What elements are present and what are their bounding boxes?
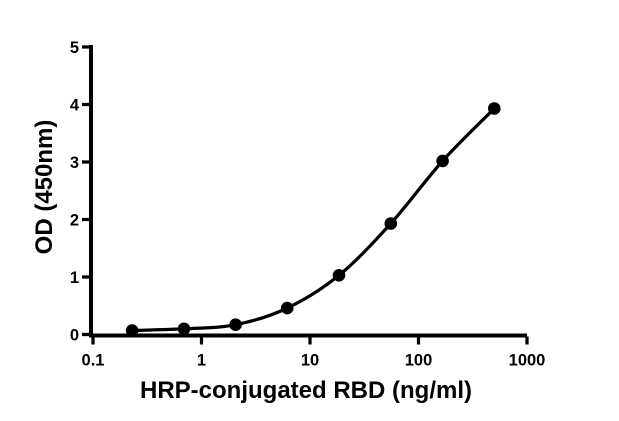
data-point [229,318,242,332]
data-point [384,217,398,230]
data-point [332,269,346,282]
data-point [177,322,191,336]
y-tick-label: 4 [70,97,80,115]
y-tick-label: 2 [70,212,79,230]
data-point [125,324,139,337]
y-axis-title: OD (450nm) [31,119,58,255]
y-tick-label: 0 [70,327,79,345]
x-tick-label: 0.1 [82,352,105,370]
data-point [488,102,501,115]
fit-curve [130,106,496,333]
x-tick-label: 1000 [509,352,546,370]
x-tick-label: 1 [197,352,206,370]
x-tick-label: 10 [301,352,319,370]
y-tick-label: 3 [70,154,79,172]
data-point [436,154,449,168]
y-tick-label: 5 [70,39,79,57]
data-point [280,301,294,315]
x-axis-title: HRP-conjugated RBD (ng/ml) [140,377,472,404]
y-tick-label: 1 [70,269,79,287]
x-tick-label: 100 [405,352,433,370]
